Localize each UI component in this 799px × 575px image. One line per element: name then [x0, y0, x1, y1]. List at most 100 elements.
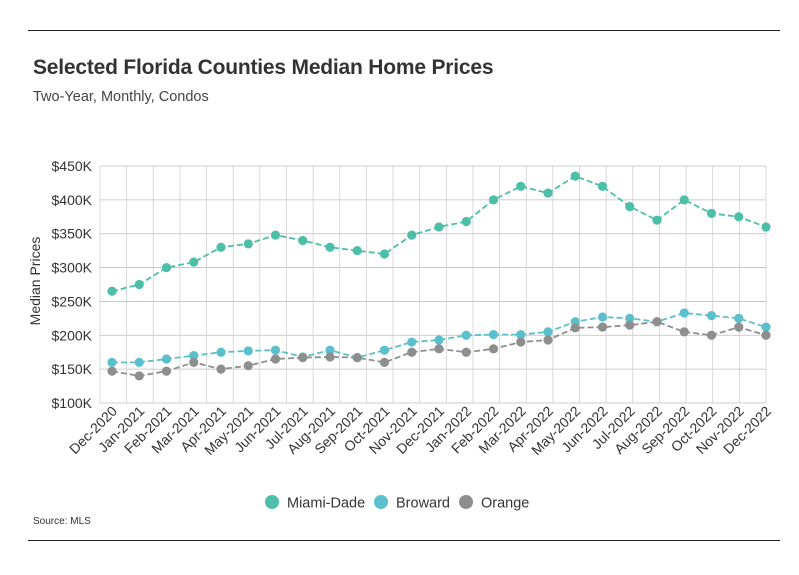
data-point	[461, 216, 471, 227]
data-point	[570, 171, 580, 181]
legend-label: Broward	[396, 496, 450, 512]
legend: Miami-Dade Broward Orange	[265, 495, 529, 512]
data-point	[597, 312, 608, 322]
data-point	[734, 322, 744, 332]
data-point	[625, 313, 635, 323]
data-point	[488, 344, 499, 354]
data-point	[679, 308, 689, 318]
data-point	[107, 286, 117, 296]
data-point	[434, 335, 444, 345]
data-point	[652, 317, 662, 327]
data-point	[461, 330, 471, 340]
series-group	[107, 171, 771, 381]
data-point	[488, 330, 499, 340]
data-point	[516, 181, 526, 191]
data-point	[379, 345, 390, 355]
y-tick-label: $450K	[52, 158, 93, 174]
data-point	[597, 181, 608, 191]
data-point	[734, 313, 744, 323]
data-point	[189, 257, 199, 267]
series-miami-dade	[107, 171, 771, 296]
data-point	[379, 357, 390, 367]
data-point	[161, 366, 172, 376]
bottom-rule	[28, 540, 780, 541]
data-point	[134, 279, 144, 290]
legend-marker	[265, 495, 279, 509]
data-point	[243, 239, 253, 249]
y-axis-ticks: $100K $150K $200K $250K $300K $350K $400K $450K	[52, 158, 93, 411]
top-rule	[28, 30, 780, 31]
data-point	[679, 327, 689, 337]
data-point	[407, 230, 417, 240]
data-point	[488, 195, 499, 205]
legend-item: Orange	[459, 495, 529, 512]
data-point	[516, 337, 526, 347]
data-point	[270, 345, 281, 355]
data-point	[270, 230, 281, 240]
data-point	[161, 354, 172, 364]
data-point	[570, 323, 580, 333]
legend-marker	[459, 495, 473, 509]
series-orange	[107, 317, 771, 381]
data-point	[679, 195, 689, 205]
source-note: Source: MLS	[33, 516, 91, 527]
data-point	[434, 344, 444, 354]
data-point	[379, 249, 390, 259]
data-point	[407, 337, 417, 347]
data-point	[652, 215, 662, 225]
data-point	[325, 345, 335, 355]
data-point	[325, 352, 335, 362]
y-axis-label: Median Prices	[27, 237, 43, 326]
data-point	[134, 357, 144, 367]
y-tick-label: $300K	[52, 260, 93, 276]
data-point	[543, 335, 553, 345]
data-point	[325, 242, 335, 252]
data-point	[107, 366, 117, 376]
data-point	[625, 320, 635, 330]
x-axis-ticks: Dec-2020Jan-2021Feb-2021Mar-2021Apr-2021…	[66, 403, 774, 458]
legend-marker	[374, 495, 388, 509]
data-point	[298, 235, 308, 246]
data-point	[543, 327, 553, 337]
data-point	[243, 361, 253, 371]
legend-item: Broward	[374, 495, 450, 512]
data-point	[270, 354, 281, 364]
y-tick-label: $150K	[52, 361, 93, 377]
legend-label: Miami-Dade	[287, 496, 365, 512]
data-point	[761, 322, 771, 332]
data-point	[734, 212, 744, 222]
data-point	[706, 208, 717, 218]
legend-item: Miami-Dade	[265, 495, 365, 512]
data-point	[216, 347, 226, 357]
data-point	[161, 262, 172, 273]
data-point	[107, 357, 117, 367]
y-tick-label: $400K	[52, 192, 93, 208]
data-point	[352, 246, 362, 256]
y-tick-label: $200K	[52, 327, 93, 343]
chart-subtitle: Two-Year, Monthly, Condos	[33, 89, 209, 105]
data-point	[189, 357, 199, 367]
data-point	[761, 330, 771, 340]
data-point	[597, 322, 608, 332]
data-point	[216, 364, 226, 374]
data-point	[298, 353, 308, 363]
data-point	[706, 330, 717, 340]
y-tick-label: $250K	[52, 293, 93, 309]
data-point	[761, 222, 771, 232]
data-point	[516, 330, 526, 340]
data-point	[706, 311, 717, 321]
data-point	[243, 346, 253, 356]
data-point	[461, 347, 471, 357]
data-point	[134, 371, 144, 381]
data-point	[543, 188, 553, 198]
chart-title: Selected Florida Counties Median Home Pr…	[33, 56, 494, 79]
data-point	[189, 351, 199, 361]
y-tick-label: $350K	[52, 226, 93, 242]
legend-label: Orange	[481, 496, 529, 512]
data-point	[216, 242, 226, 252]
data-point	[625, 202, 635, 212]
data-point	[352, 353, 362, 363]
data-point	[407, 347, 417, 357]
y-tick-label: $100K	[52, 395, 93, 411]
